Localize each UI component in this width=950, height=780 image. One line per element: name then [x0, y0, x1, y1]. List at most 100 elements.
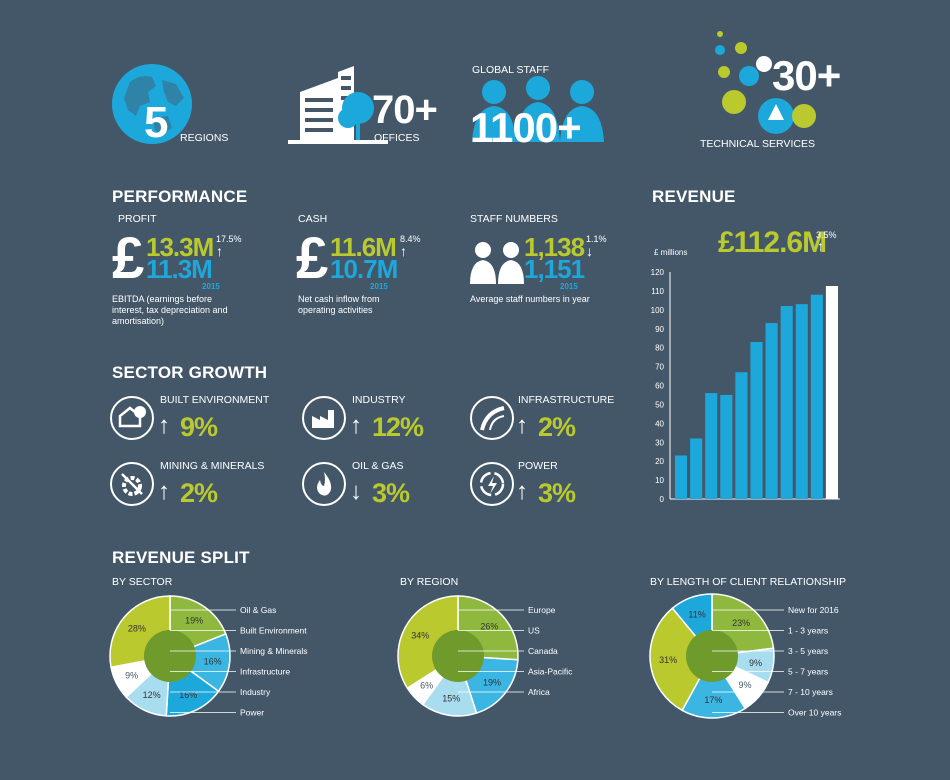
slice-percent-label: 16% — [179, 690, 197, 700]
people-icon — [472, 76, 604, 142]
profit-currency-symbol: £ — [112, 226, 145, 291]
sector-mining-minerals: MINING & MINERALS ↑ 2% — [110, 456, 290, 512]
staff-people-icon — [470, 242, 524, 284]
revenue-value: £112.6M — [718, 226, 827, 259]
slice-percent-label: 15% — [442, 693, 460, 703]
slice-percent-label: 28% — [128, 624, 146, 634]
cash-note: Net cash inflow from operating activitie… — [298, 294, 380, 315]
sector-built-environment: BUILT ENVIRONMENT ↑ 9% — [110, 390, 290, 446]
staff-numbers-prev-year: 2015 — [560, 282, 578, 291]
revenue-title: REVENUE — [652, 187, 736, 206]
offices-value: 70+ — [372, 88, 438, 132]
staff-numbers-down-arrow-icon: ↓ — [586, 243, 593, 259]
sector-oil-gas: OIL & GAS ↓ 3% — [302, 456, 472, 512]
slice-percent-label: 23% — [732, 618, 750, 628]
revenue-change: 3.5% — [816, 230, 837, 240]
y-tick-label: 100 — [651, 306, 665, 315]
performance-title: PERFORMANCE — [112, 187, 248, 206]
cash-block: CASH £ 11.6M 10.7M 2015 8.4% ↑ Net cash … — [296, 210, 456, 330]
sector-growth-title: SECTOR GROWTH — [112, 363, 268, 382]
globe-icon — [112, 64, 192, 144]
bar — [705, 393, 718, 499]
profit-prev-year: 2015 — [202, 282, 220, 291]
legend-label: Over 10 years — [788, 708, 841, 718]
profit-note: EBITDA (earnings before interest, tax de… — [112, 294, 228, 326]
sector-name: INFRASTRUCTURE — [518, 394, 615, 406]
y-tick-label: 80 — [655, 344, 664, 353]
legend-label: Europe — [528, 605, 556, 615]
slice-percent-label: 34% — [411, 630, 429, 640]
legend-label: Power — [240, 708, 264, 718]
up-arrow-icon: ↑ — [350, 412, 362, 439]
regions-label: REGIONS — [180, 132, 229, 144]
legend-label: 5 - 7 years — [788, 667, 828, 677]
slice-percent-label: 9% — [125, 671, 138, 681]
by-sector-title: BY SECTOR — [112, 576, 173, 588]
slice-percent-label: 19% — [483, 677, 501, 687]
bar — [825, 285, 838, 499]
donut-slice — [649, 607, 713, 712]
cash-prev: 10.7M — [330, 254, 398, 284]
legend-label: New for 2016 — [788, 605, 839, 615]
cash-up-arrow-icon: ↑ — [400, 243, 407, 259]
legend-label: 7 - 10 years — [788, 687, 833, 697]
staff-numbers-block: STAFF NUMBERS 1,138 1,151 2015 1.1% ↓ Av… — [468, 210, 628, 330]
sector-industry: INDUSTRY ↑ 12% — [302, 390, 472, 446]
sector-value: 9% — [180, 412, 218, 442]
staff-stat: GLOBAL STAFF 1100+ — [470, 62, 610, 152]
legend-label: Mining & Minerals — [240, 646, 308, 656]
bar — [735, 372, 748, 499]
staff-numbers-label: STAFF NUMBERS — [470, 213, 558, 225]
y-tick-label: 70 — [655, 363, 664, 372]
donut-center — [686, 630, 738, 682]
profit-change: 17.5% — [216, 234, 242, 244]
cash-label: CASH — [298, 213, 328, 225]
legend-label: Canada — [528, 646, 558, 656]
building-icon — [288, 66, 388, 144]
technical-stat: 30+ TECHNICAL SERVICES — [700, 30, 860, 156]
up-arrow-icon: ↑ — [158, 478, 170, 505]
profit-up-arrow-icon: ↑ — [216, 243, 223, 259]
y-tick-label: 50 — [655, 400, 664, 409]
lightning-icon — [470, 462, 514, 506]
slice-percent-label: 9% — [738, 680, 751, 690]
profit-label: PROFIT — [118, 213, 157, 225]
legend-label: US — [528, 626, 540, 636]
sector-name: POWER — [518, 460, 558, 472]
y-tick-label: 0 — [660, 495, 665, 504]
profit-current: 13.3M — [146, 232, 214, 262]
sector-value: 12% — [372, 412, 424, 442]
cash-change: 8.4% — [400, 234, 421, 244]
donut-center — [432, 630, 484, 682]
offices-label: OFFICES — [374, 132, 420, 144]
revenue-split-title: REVENUE SPLIT — [112, 548, 250, 567]
regions-stat: 5 REGIONS — [110, 62, 230, 152]
bar — [720, 394, 733, 499]
legend-label: Oil & Gas — [240, 605, 276, 615]
sector-value: 2% — [180, 478, 218, 508]
up-arrow-icon: ↑ — [158, 412, 170, 439]
sector-donut-chart: 19% 16% 16% 12% 9% 28% Oil & Gas Built Environm… — [109, 595, 308, 718]
bar — [750, 341, 763, 499]
slice-percent-label: 17% — [704, 695, 722, 705]
donut-slice — [421, 654, 478, 717]
legend-label: Industry — [240, 687, 271, 697]
y-tick-label: 20 — [655, 457, 664, 466]
y-tick-label: 30 — [655, 438, 664, 447]
bar — [780, 306, 793, 499]
y-tick-label: 120 — [651, 268, 665, 277]
flame-icon — [302, 462, 346, 506]
sector-name: OIL & GAS — [352, 460, 404, 472]
staff-numbers-prev: 1,151 — [524, 254, 585, 284]
donut-center — [144, 630, 196, 682]
region-donut-chart: 26% 19% 15% 6% 34% Europe US Canada Asia-Pacific… — [397, 595, 573, 717]
house-tree-icon — [110, 396, 154, 440]
y-tick-label: 110 — [651, 287, 664, 296]
technical-services-icon — [715, 31, 816, 134]
y-tick-label: 40 — [655, 419, 664, 428]
y-tick-label: 60 — [655, 382, 664, 391]
slice-percent-label: 26% — [480, 622, 498, 632]
staff-numbers-change: 1.1% — [586, 234, 607, 244]
legend-label: 3 - 5 years — [788, 646, 828, 656]
regions-value: 5 — [144, 98, 169, 147]
